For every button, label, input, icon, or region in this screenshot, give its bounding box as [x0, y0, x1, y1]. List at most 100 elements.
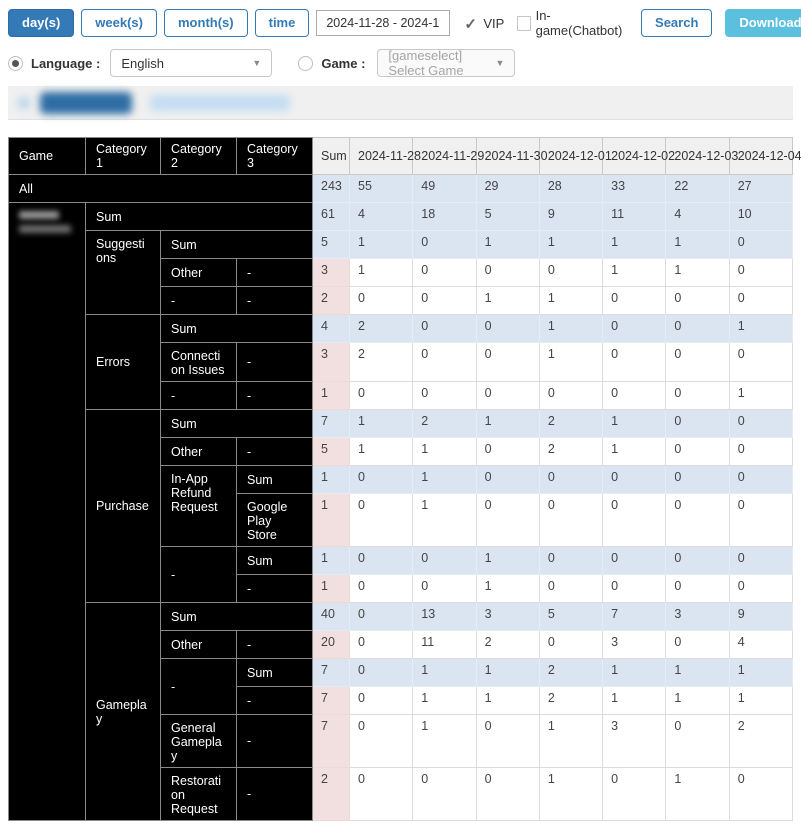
toolbar: day(s) week(s) month(s) time VIP In-game…: [8, 8, 801, 38]
value-cell: 3: [665, 602, 730, 631]
value-cell: 1: [665, 230, 730, 259]
value-cell: 0: [602, 342, 667, 382]
value-cell: 20: [312, 630, 350, 659]
value-cell: 0: [538, 546, 604, 575]
value-cell: 1: [348, 409, 414, 438]
column-header: 2024-12-04: [728, 137, 801, 175]
value-cell: 1: [602, 437, 667, 466]
vip-checkbox[interactable]: [463, 15, 479, 33]
value-cell: 0: [412, 258, 477, 287]
category-cell: -: [160, 658, 237, 715]
category-cell: Other: [160, 630, 237, 659]
value-cell: 0: [602, 465, 667, 494]
value-cell: 2: [412, 409, 477, 438]
value-cell: 2: [538, 409, 604, 438]
value-cell: 0: [475, 437, 540, 466]
value-cell: 0: [665, 493, 730, 547]
redacted-primary-button[interactable]: [40, 91, 132, 114]
search-button[interactable]: Search: [641, 9, 713, 37]
value-cell: 0: [538, 574, 604, 603]
value-cell: 3: [475, 602, 540, 631]
value-cell: 1: [602, 258, 667, 287]
value-cell: 5: [538, 602, 604, 631]
value-cell: 0: [602, 767, 667, 821]
column-header: 2024-11-28: [348, 137, 421, 175]
value-cell: 1: [312, 574, 350, 603]
value-cell: 1: [475, 574, 540, 603]
value-cell: 0: [665, 437, 730, 466]
game-radio[interactable]: [298, 55, 314, 71]
months-button[interactable]: month(s): [164, 9, 248, 37]
value-cell: 0: [348, 381, 414, 410]
category-cell: Gameplay: [85, 602, 161, 821]
value-cell: 9: [538, 202, 604, 231]
column-header: Sum: [312, 137, 350, 175]
column-header: 2024-12-01: [538, 137, 612, 175]
value-cell: 3: [602, 714, 667, 768]
days-button[interactable]: day(s): [8, 9, 75, 37]
value-cell: 0: [538, 381, 604, 410]
value-cell: 7: [312, 658, 350, 687]
redacted-text-line: [19, 211, 59, 219]
game-select[interactable]: [gameselect] Select Game ▼: [377, 48, 516, 78]
value-cell: 13: [412, 602, 477, 631]
value-cell: 2: [538, 437, 604, 466]
time-button[interactable]: time: [254, 9, 310, 37]
vip-checkbox-group: VIP: [463, 15, 505, 33]
value-cell: 0: [475, 493, 540, 547]
table-row: Suggestions Sum 5 1 0 1 1 1 1 0: [9, 230, 794, 315]
language-radio[interactable]: [8, 55, 23, 71]
value-cell: 0: [348, 714, 414, 768]
language-select[interactable]: English ▼: [110, 49, 273, 77]
column-header: Game: [8, 137, 86, 175]
value-cell: 5: [312, 437, 350, 466]
header-row: Game Category1 Category2 Category3 Sum 2024-1…: [8, 137, 801, 175]
weeks-button[interactable]: week(s): [81, 9, 157, 37]
value-cell: 0: [728, 546, 794, 575]
value-cell: 0: [538, 630, 604, 659]
table-row: - Sum 1 0 0 1 0 0 0 0: [9, 546, 794, 603]
value-cell: 1: [312, 493, 350, 547]
value-cell: 3: [312, 258, 350, 287]
category-cell: -: [236, 767, 313, 821]
value-cell: 0: [602, 493, 667, 547]
redacted-icon: [18, 96, 30, 109]
column-header: 2024-11-29: [412, 137, 484, 175]
column-header: 2024-12-02: [602, 137, 675, 175]
value-cell: 3: [312, 342, 350, 382]
value-cell: 0: [348, 493, 414, 547]
ingame-chatbot-checkbox[interactable]: [517, 15, 531, 31]
value-cell: 0: [538, 465, 604, 494]
value-cell: 1: [412, 437, 477, 466]
value-cell: 1: [665, 258, 730, 287]
download-button[interactable]: Download: [725, 9, 801, 37]
value-cell: 1: [312, 546, 350, 575]
table-row: Sum 61 4 18 5 9 11 4 10: [8, 202, 794, 821]
value-cell: 0: [412, 767, 477, 821]
value-cell: 1: [538, 767, 604, 821]
language-select-value: English: [121, 55, 164, 71]
value-cell: 243: [312, 174, 350, 203]
filter-row: Language : English ▼ Game : [gameselect]…: [8, 48, 793, 78]
value-cell: 1: [602, 230, 667, 259]
value-cell: 27: [728, 174, 794, 203]
value-cell: 0: [412, 286, 477, 315]
category-cell: -: [236, 714, 313, 768]
value-cell: 1: [348, 258, 414, 287]
column-header: 2024-11-30: [475, 137, 548, 175]
value-cell: 1: [665, 686, 730, 715]
value-cell: 1: [312, 381, 350, 410]
value-cell: 0: [475, 258, 540, 287]
value-cell: 7: [312, 714, 350, 768]
value-cell: 0: [348, 546, 414, 575]
vip-label: VIP: [483, 15, 505, 31]
date-range-input[interactable]: [316, 10, 451, 36]
category-cell: Sum: [160, 230, 313, 259]
value-cell: 5: [312, 230, 350, 259]
column-header: Category1: [85, 137, 161, 175]
value-cell: 7: [312, 409, 350, 438]
value-cell: 0: [728, 574, 794, 603]
value-cell: 0: [665, 574, 730, 603]
